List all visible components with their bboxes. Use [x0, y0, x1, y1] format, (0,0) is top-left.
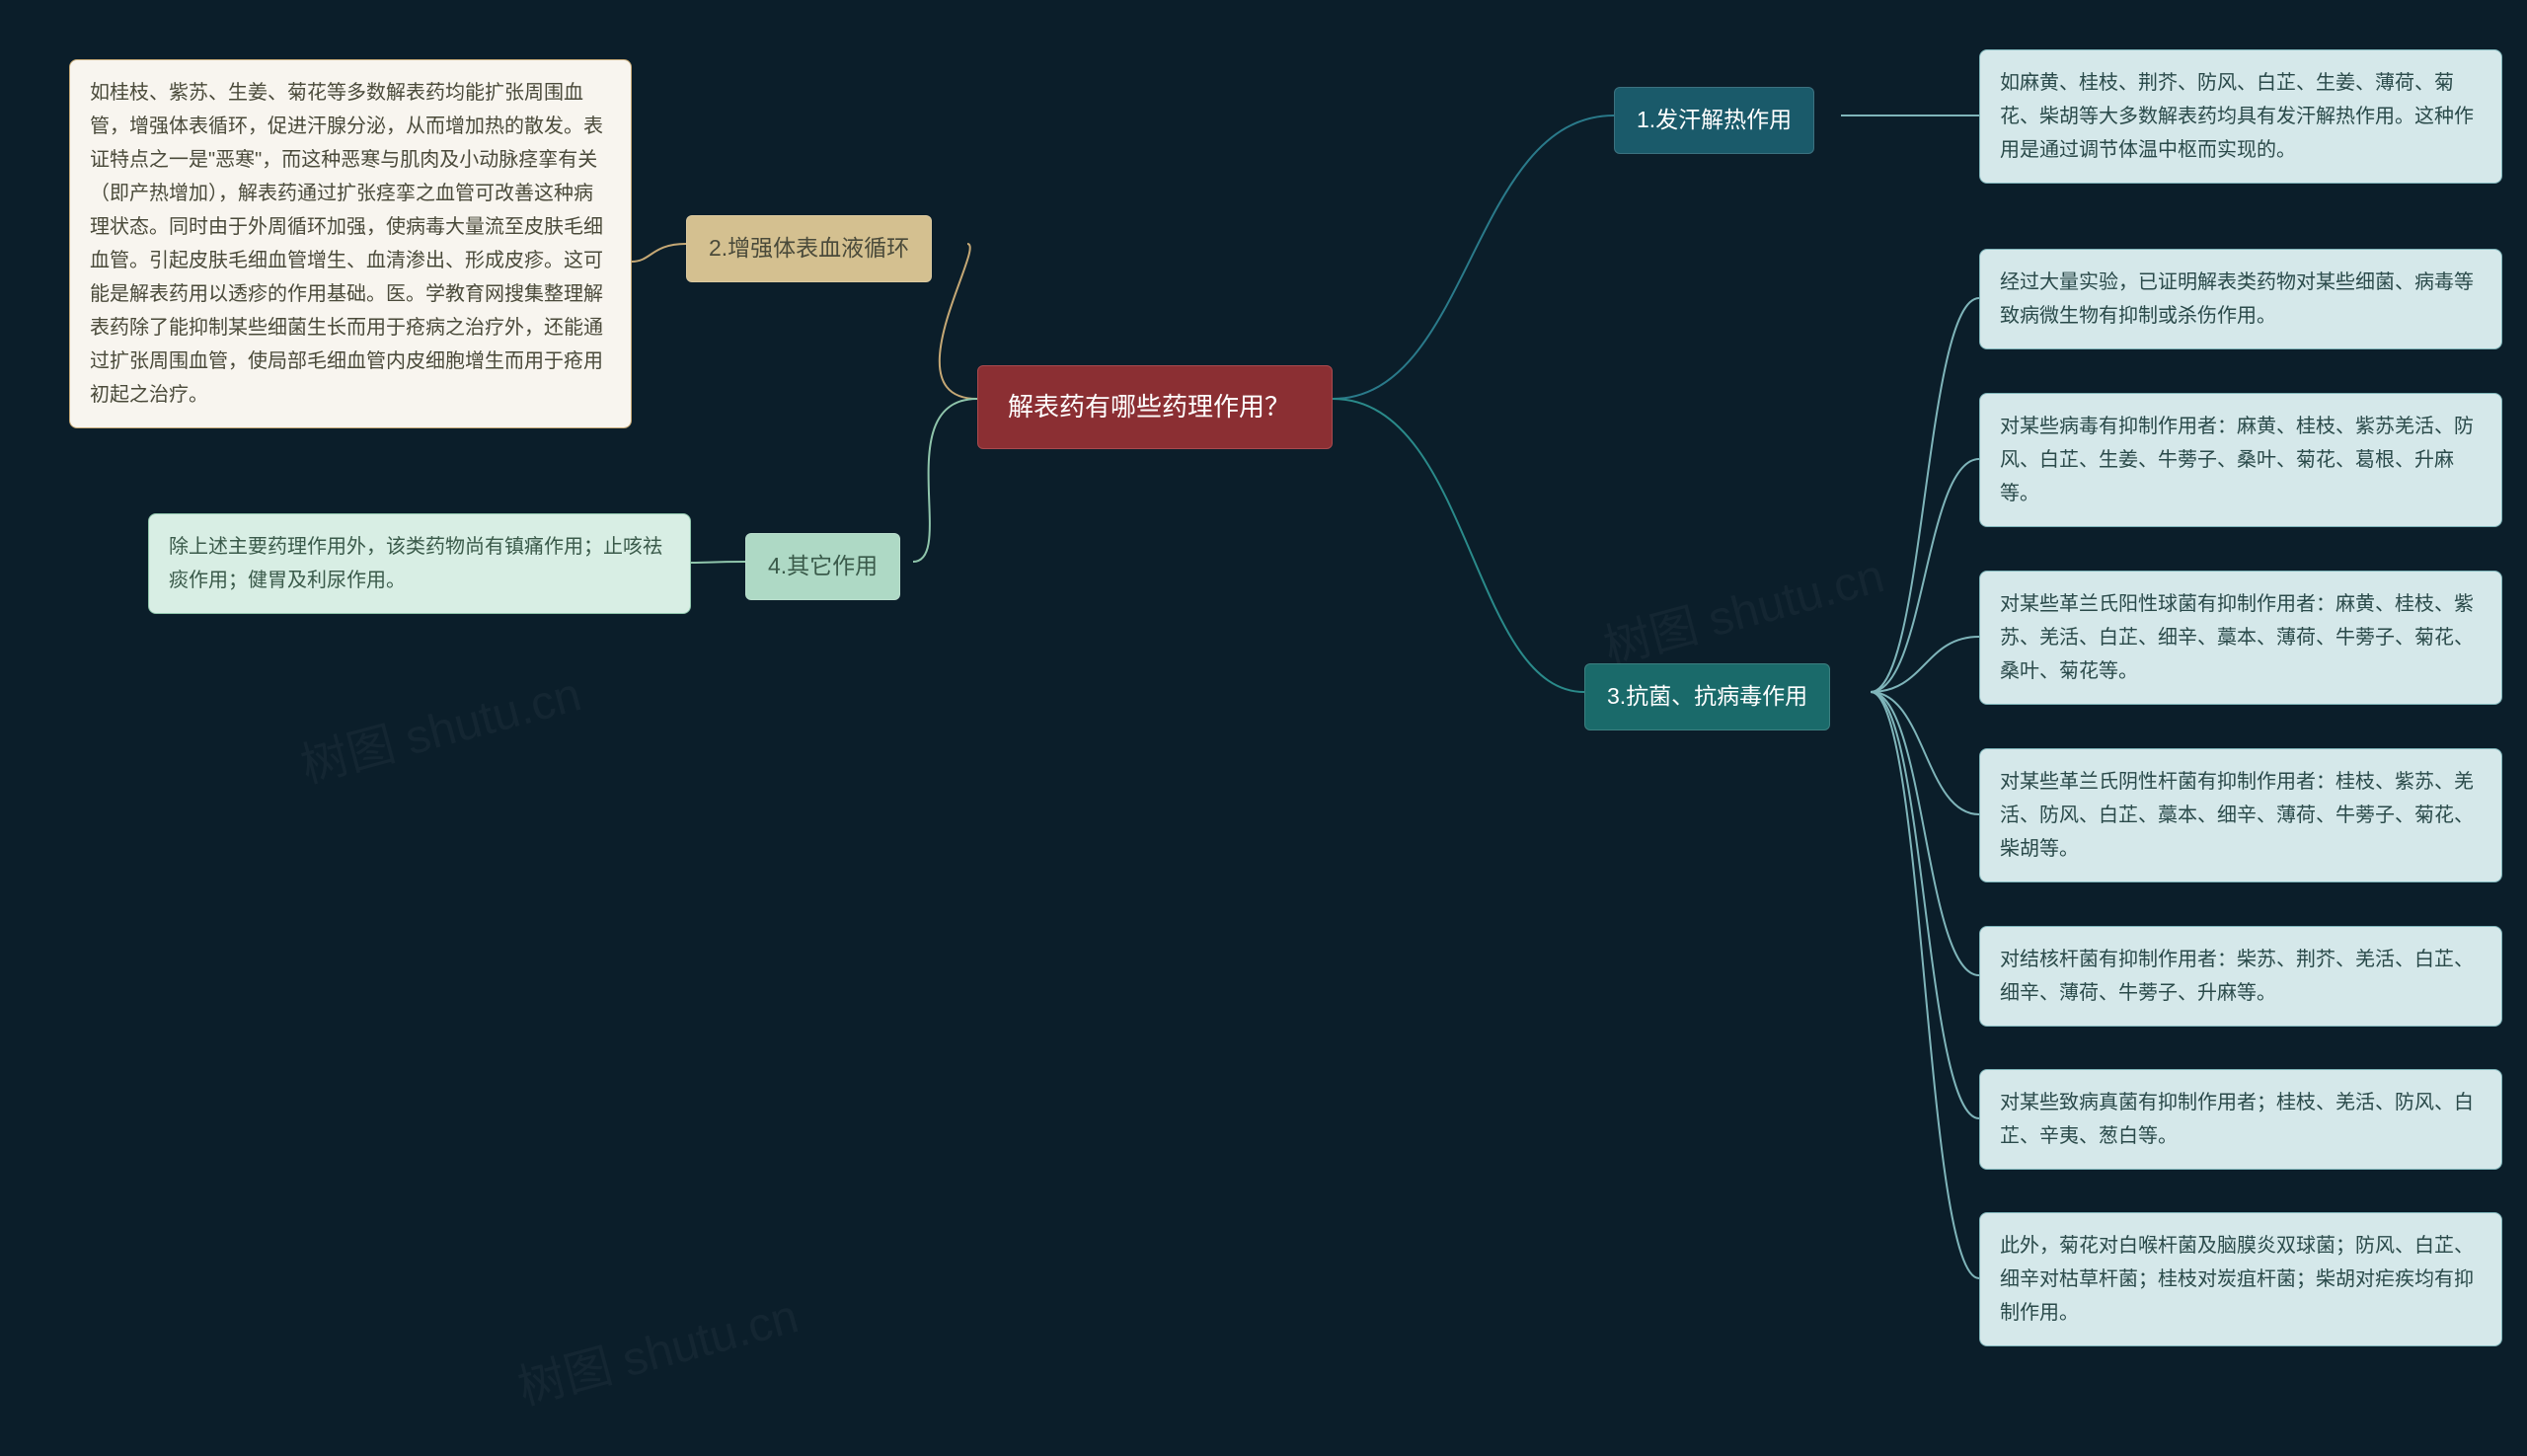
watermark: 树图 shutu.cn — [292, 655, 587, 797]
leaf-node-b3-detail-3[interactable]: 对某些革兰氏阳性球菌有抑制作用者：麻黄、桂枝、紫苏、羌活、白芷、细辛、藁本、薄荷… — [1979, 571, 2502, 705]
watermark: 树图 shutu.cn — [1595, 537, 1890, 678]
watermark: 树图 shutu.cn — [509, 1277, 804, 1418]
root-node[interactable]: 解表药有哪些药理作用？ — [977, 365, 1333, 449]
leaf-node-b3-detail-6[interactable]: 对某些致病真菌有抑制作用者；桂枝、羌活、防风、白芷、辛夷、葱白等。 — [1979, 1069, 2502, 1170]
leaf-node-b3-detail-5[interactable]: 对结核杆菌有抑制作用者：柴苏、荆芥、羌活、白芷、细辛、薄荷、牛蒡子、升麻等。 — [1979, 926, 2502, 1027]
leaf-node-b3-detail-4[interactable]: 对某些革兰氏阴性杆菌有抑制作用者：桂枝、紫苏、羌活、防风、白芷、藁本、细辛、薄荷… — [1979, 748, 2502, 882]
leaf-node-b4-detail[interactable]: 除上述主要药理作用外，该类药物尚有镇痛作用；止咳祛痰作用；健胃及利尿作用。 — [148, 513, 691, 614]
leaf-node-b1-detail[interactable]: 如麻黄、桂枝、荆芥、防风、白芷、生姜、薄荷、菊花、柴胡等大多数解表药均具有发汗解… — [1979, 49, 2502, 184]
leaf-node-b3-detail-1[interactable]: 经过大量实验，已证明解表类药物对某些细菌、病毒等致病微生物有抑制或杀伤作用。 — [1979, 249, 2502, 349]
leaf-node-b3-detail-7[interactable]: 此外，菊花对白喉杆菌及脑膜炎双球菌；防风、白芷、细辛对枯草杆菌；桂枝对炭疽杆菌；… — [1979, 1212, 2502, 1346]
leaf-node-b3-detail-2[interactable]: 对某些病毒有抑制作用者：麻黄、桂枝、紫苏羌活、防风、白芷、生姜、牛蒡子、桑叶、菊… — [1979, 393, 2502, 527]
branch-node-4[interactable]: 4.其它作用 — [745, 533, 900, 600]
branch-node-1[interactable]: 1.发汗解热作用 — [1614, 87, 1814, 154]
leaf-node-b2-detail[interactable]: 如桂枝、紫苏、生姜、菊花等多数解表药均能扩张周围血管，增强体表循环，促进汗腺分泌… — [69, 59, 632, 428]
branch-node-3[interactable]: 3.抗菌、抗病毒作用 — [1584, 663, 1830, 730]
branch-node-2[interactable]: 2.增强体表血液循环 — [686, 215, 932, 282]
